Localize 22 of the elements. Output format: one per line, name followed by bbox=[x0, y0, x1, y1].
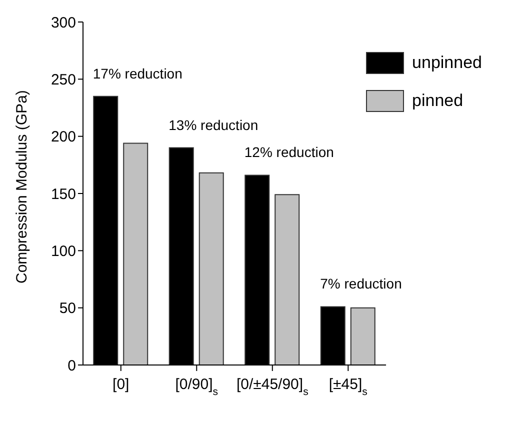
annotation: 12% reduction bbox=[244, 144, 334, 160]
x-tick-label: [0] bbox=[112, 376, 130, 393]
y-tick-label: 150 bbox=[50, 186, 76, 203]
x-tick-label: [0/±45/90]$_{s}$ bbox=[236, 376, 308, 398]
y-tick-label: 0 bbox=[68, 357, 76, 374]
annotation: 13% reduction bbox=[168, 116, 258, 133]
x-tick-label: [0/90]$_{s}$ bbox=[175, 376, 218, 398]
y-tick-label: 50 bbox=[59, 300, 76, 318]
annotation: 7% reduction bbox=[320, 276, 402, 292]
y-axis-title: Compression Modulus (GPa) bbox=[13, 90, 30, 284]
legend-label: pinned bbox=[412, 90, 464, 112]
y-tick-label: 200 bbox=[50, 128, 76, 146]
bar bbox=[274, 194, 300, 365]
x-tick-label: [±45]$_{s}$ bbox=[328, 376, 368, 398]
y-tick-label: 300 bbox=[50, 14, 76, 32]
legend-label: unpinned bbox=[412, 52, 482, 74]
bar bbox=[198, 172, 224, 365]
bar bbox=[123, 142, 148, 365]
y-tick-label: 100 bbox=[50, 242, 76, 260]
y-tick-label: 250 bbox=[50, 71, 76, 88]
annotation: 17% reduction bbox=[92, 65, 182, 82]
bar bbox=[350, 307, 376, 365]
